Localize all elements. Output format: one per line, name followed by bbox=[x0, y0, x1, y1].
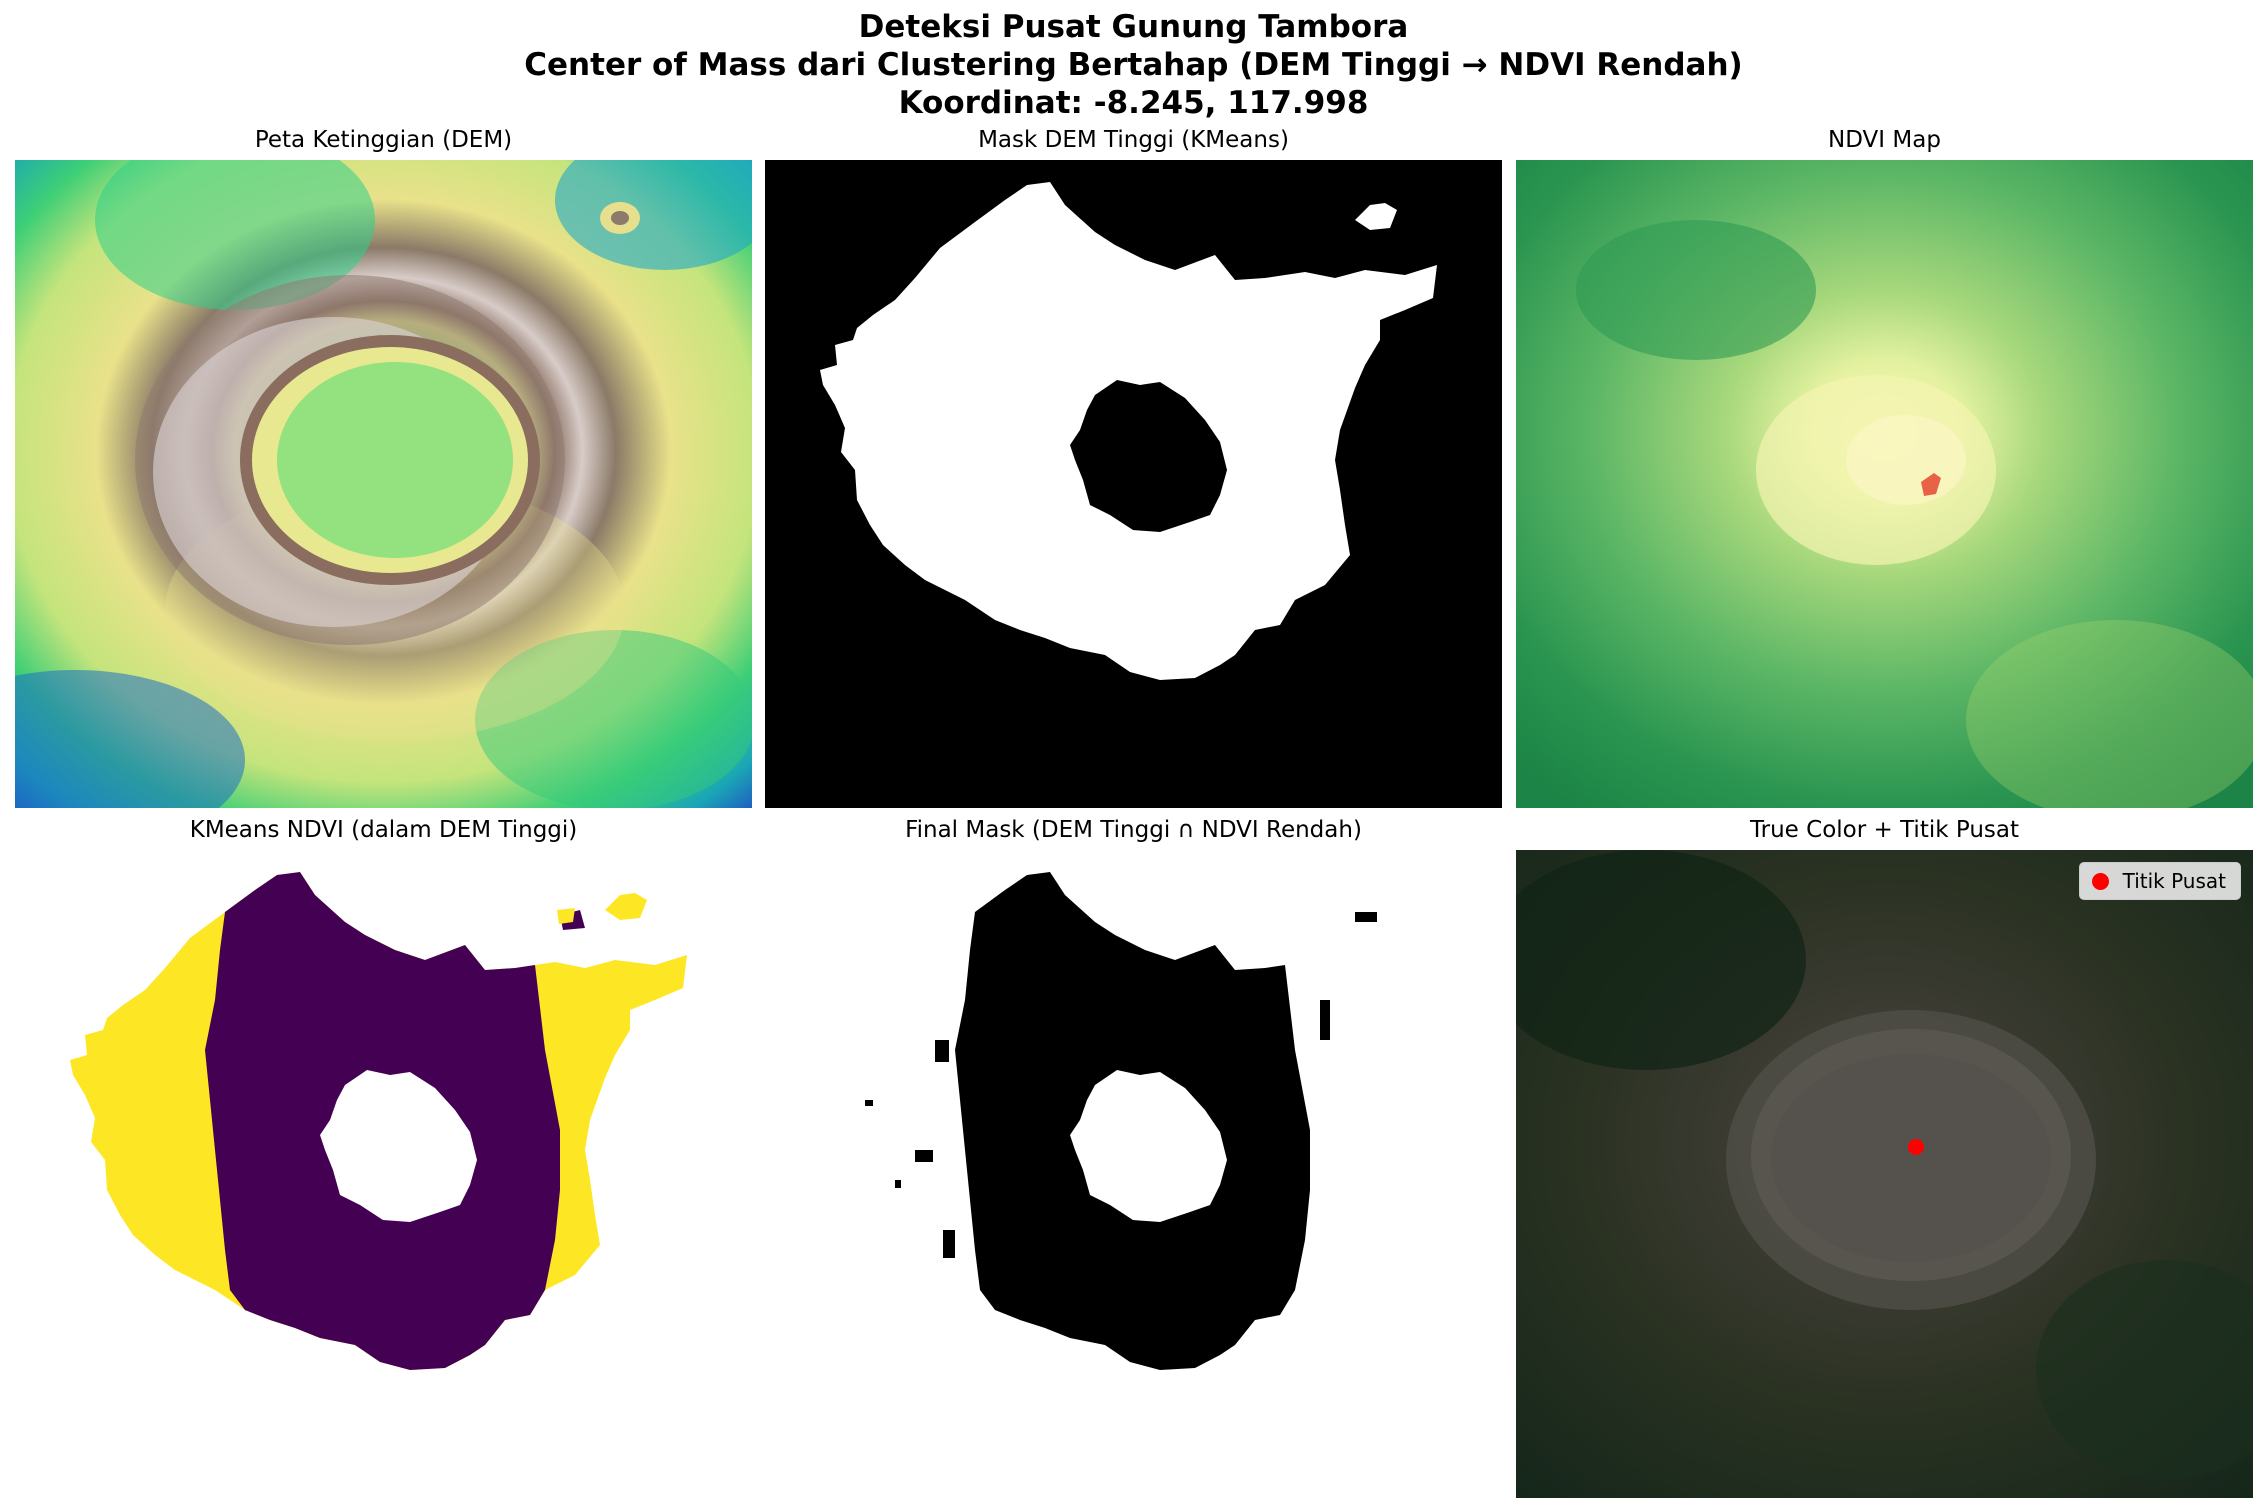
kmeans-ndvi-map bbox=[15, 850, 752, 1498]
figure-title-line-1: Deteksi Pusat Gunung Tambora bbox=[858, 9, 1409, 45]
figure-title-line-2: Center of Mass dari Clustering Bertahap … bbox=[524, 47, 1743, 83]
true-color-panel-title: True Color + Titik Pusat bbox=[1749, 817, 2019, 843]
dem-map bbox=[15, 160, 752, 808]
dem-mask-map bbox=[765, 160, 1502, 808]
final-mask-panel-title: Final Mask (DEM Tinggi ∩ NDVI Rendah) bbox=[905, 817, 1362, 843]
ndvi-map bbox=[1516, 160, 2253, 808]
dem-mask-panel-title: Mask DEM Tinggi (KMeans) bbox=[978, 127, 1289, 153]
kmeans-ndvi-panel-title: KMeans NDVI (dalam DEM Tinggi) bbox=[189, 817, 578, 843]
figure-title: Deteksi Pusat Gunung Tambora Center of M… bbox=[0, 8, 2267, 122]
final-mask-map bbox=[765, 850, 1502, 1498]
figure-title-line-3: Koordinat: -8.245, 117.998 bbox=[898, 85, 1369, 121]
legend-marker-icon bbox=[2091, 872, 2109, 890]
legend-label: Titik Pusat bbox=[2122, 869, 2226, 893]
ndvi-panel-title: NDVI Map bbox=[1828, 127, 1941, 153]
true-color-map: Titik Pusat bbox=[1516, 850, 2253, 1498]
legend: Titik Pusat bbox=[2078, 862, 2241, 900]
dem-panel-title: Peta Ketinggian (DEM) bbox=[254, 127, 513, 153]
center-point-marker bbox=[1908, 1139, 1924, 1155]
